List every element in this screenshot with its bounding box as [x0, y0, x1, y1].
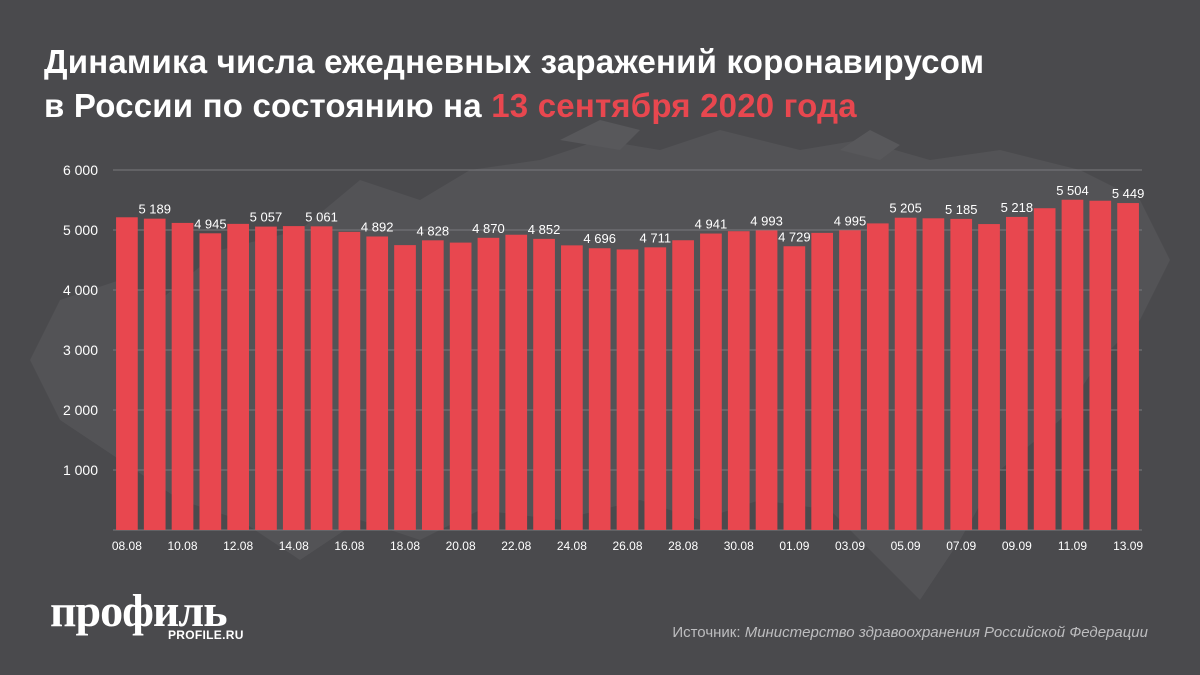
x-tick-label: 28.08: [668, 539, 698, 553]
bar-16.08: [338, 231, 361, 531]
data-label-29.08: 4 941: [695, 217, 728, 232]
bar-07.09: [950, 218, 973, 530]
x-tick-label: 20.08: [446, 539, 476, 553]
bar-11.08: [199, 233, 222, 531]
x-tick-label: 26.08: [612, 539, 642, 553]
bar-27.08: [644, 247, 667, 530]
data-label-09.08: 5 189: [138, 202, 171, 217]
bar-19.08: [421, 240, 444, 530]
bar-23.08: [533, 238, 555, 530]
x-tick-label: 05.09: [891, 539, 921, 553]
data-label-23.08: 4 852: [528, 222, 561, 237]
bar-12.09: [1089, 200, 1112, 530]
source-value: Министерство здравоохранения Российской …: [744, 624, 1148, 641]
bar-31.08: [755, 230, 778, 531]
profile-site: PROFILE.RU: [168, 628, 244, 642]
chart-title: Динамика числа ежедневных заражений коро…: [44, 40, 1164, 128]
bar-08.09: [978, 224, 1000, 530]
data-label-09.09: 5 218: [1001, 200, 1034, 215]
bar-25.08: [588, 248, 611, 531]
bar-11.09: [1061, 199, 1084, 530]
y-tick-label: 4 000: [63, 282, 98, 298]
source-label: Источник:: [672, 624, 745, 641]
x-tick-label: 01.09: [779, 539, 809, 553]
bar-06.09: [922, 218, 945, 531]
bar-30.08: [727, 231, 750, 530]
bar-29.08: [700, 233, 722, 531]
title-date-accent: 13 сентября 2020 года: [491, 87, 857, 124]
data-label-15.08: 5 061: [305, 209, 338, 224]
profile-logo: профиль: [50, 585, 228, 636]
x-tick-label: 30.08: [724, 539, 754, 553]
data-label-01.09: 4 729: [778, 229, 811, 244]
x-tick-label: 16.08: [334, 539, 364, 553]
data-label-11.09: 5 504: [1056, 183, 1089, 198]
x-tick-label: 18.08: [390, 539, 420, 553]
bar-03.09: [839, 230, 861, 531]
bar-09.09: [1006, 216, 1028, 531]
x-tick-label: 10.08: [168, 539, 198, 553]
x-tick-label: 03.09: [835, 539, 865, 553]
bar-14.08: [282, 226, 305, 530]
bar-13.08: [255, 226, 277, 530]
x-tick-label: 08.08: [112, 539, 142, 553]
x-tick-label: 09.09: [1002, 539, 1032, 553]
data-label-25.08: 4 696: [583, 231, 616, 246]
bar-09.08: [143, 218, 166, 530]
data-label-07.09: 5 185: [945, 202, 978, 217]
bar-10.08: [171, 222, 194, 531]
data-label-11.08: 4 945: [194, 216, 227, 231]
x-tick-label: 14.08: [279, 539, 309, 553]
data-label-17.08: 4 892: [361, 219, 394, 234]
x-tick-label: 22.08: [501, 539, 531, 553]
bar-02.09: [811, 232, 834, 530]
source-note: Источник: Министерство здравоохранения Р…: [672, 624, 1148, 641]
y-tick-label: 6 000: [63, 162, 98, 178]
bar-18.08: [394, 245, 416, 530]
bar-10.09: [1033, 208, 1056, 530]
bar-28.08: [672, 240, 694, 530]
bar-12.08: [227, 223, 249, 530]
data-label-13.09: 5 449: [1112, 186, 1145, 201]
x-tick-label: 12.08: [223, 539, 253, 553]
bar-17.08: [366, 236, 389, 531]
data-label-19.08: 4 828: [417, 223, 450, 238]
data-label-27.08: 4 711: [640, 230, 672, 245]
bar-21.08: [477, 237, 500, 531]
bar-22.08: [505, 234, 528, 531]
bar-05.09: [894, 217, 917, 530]
title-line1: Динамика числа ежедневных заражений коро…: [44, 43, 985, 80]
x-tick-label: 24.08: [557, 539, 587, 553]
bar-08.08: [116, 217, 138, 530]
bar-13.09: [1117, 203, 1139, 530]
bar-20.08: [449, 242, 472, 530]
y-tick-label: 2 000: [63, 402, 98, 418]
x-tick-label: 13.09: [1113, 539, 1143, 553]
data-label-05.09: 5 205: [889, 201, 922, 216]
title-line2-prefix: в России по состоянию на: [44, 87, 492, 124]
y-tick-label: 3 000: [63, 342, 98, 358]
bar-04.09: [866, 223, 889, 530]
data-label-03.09: 4 995: [834, 213, 867, 228]
bar-01.09: [783, 246, 806, 530]
bar-26.08: [616, 249, 639, 530]
x-tick-label: 07.09: [946, 539, 976, 553]
bar-15.08: [310, 226, 333, 530]
y-tick-label: 1 000: [63, 462, 98, 478]
x-tick-label: 11.09: [1058, 539, 1087, 553]
data-label-13.08: 5 057: [250, 210, 283, 225]
data-label-21.08: 4 870: [472, 221, 505, 236]
y-tick-label: 5 000: [63, 222, 98, 238]
data-label-31.08: 4 993: [750, 213, 783, 228]
bar-24.08: [561, 245, 583, 531]
